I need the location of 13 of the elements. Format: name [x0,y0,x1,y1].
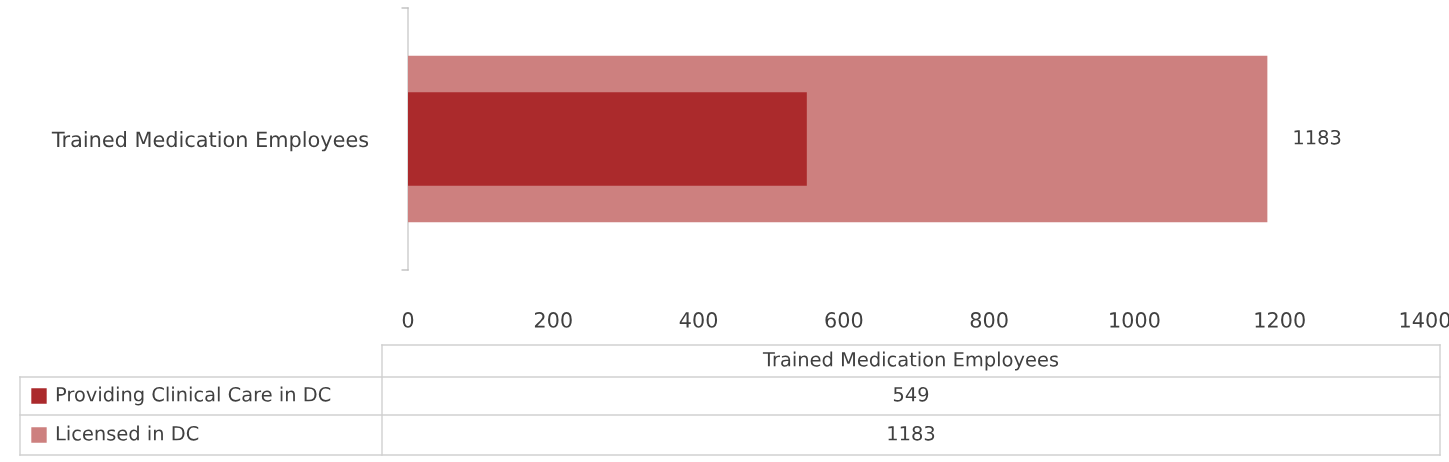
legend-label: Licensed in DC [56,425,199,441]
x-tick-label: 200 [534,312,572,328]
legend-label: Providing Clinical Care in DC [56,386,331,406]
x-tick-label: 400 [679,312,718,328]
x-tick-label: 800 [970,312,1008,328]
x-tick-label: 600 [825,312,863,328]
x-tick-label: 1200 [1255,312,1305,328]
x-tick-label: 0 [402,312,414,328]
text: 1183 [888,425,935,441]
category-label: Trained Medication Employees [762,351,1059,371]
data-label: 1183 [1294,129,1341,145]
x-tick-label: 1000 [1110,312,1160,328]
text: 549 [893,386,929,402]
